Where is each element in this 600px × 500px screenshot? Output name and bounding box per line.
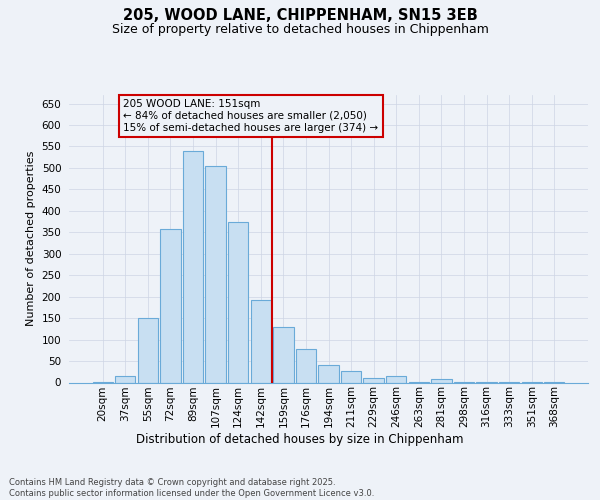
Bar xyxy=(115,376,136,382)
Bar xyxy=(251,300,271,382)
Text: Distribution of detached houses by size in Chippenham: Distribution of detached houses by size … xyxy=(136,432,464,446)
Text: 205, WOOD LANE, CHIPPENHAM, SN15 3EB: 205, WOOD LANE, CHIPPENHAM, SN15 3EB xyxy=(122,8,478,22)
Bar xyxy=(205,166,226,382)
Bar xyxy=(296,348,316,382)
Text: 205 WOOD LANE: 151sqm
← 84% of detached houses are smaller (2,050)
15% of semi-d: 205 WOOD LANE: 151sqm ← 84% of detached … xyxy=(124,100,379,132)
Bar xyxy=(273,326,293,382)
Bar xyxy=(341,371,361,382)
Bar xyxy=(183,151,203,382)
Bar xyxy=(386,376,406,382)
Bar xyxy=(364,378,384,382)
Text: Contains HM Land Registry data © Crown copyright and database right 2025.
Contai: Contains HM Land Registry data © Crown c… xyxy=(9,478,374,498)
Bar xyxy=(138,318,158,382)
Bar xyxy=(319,366,338,382)
Bar xyxy=(160,230,181,382)
Bar xyxy=(431,379,452,382)
Y-axis label: Number of detached properties: Number of detached properties xyxy=(26,151,36,326)
Text: Size of property relative to detached houses in Chippenham: Size of property relative to detached ho… xyxy=(112,22,488,36)
Bar xyxy=(228,222,248,382)
